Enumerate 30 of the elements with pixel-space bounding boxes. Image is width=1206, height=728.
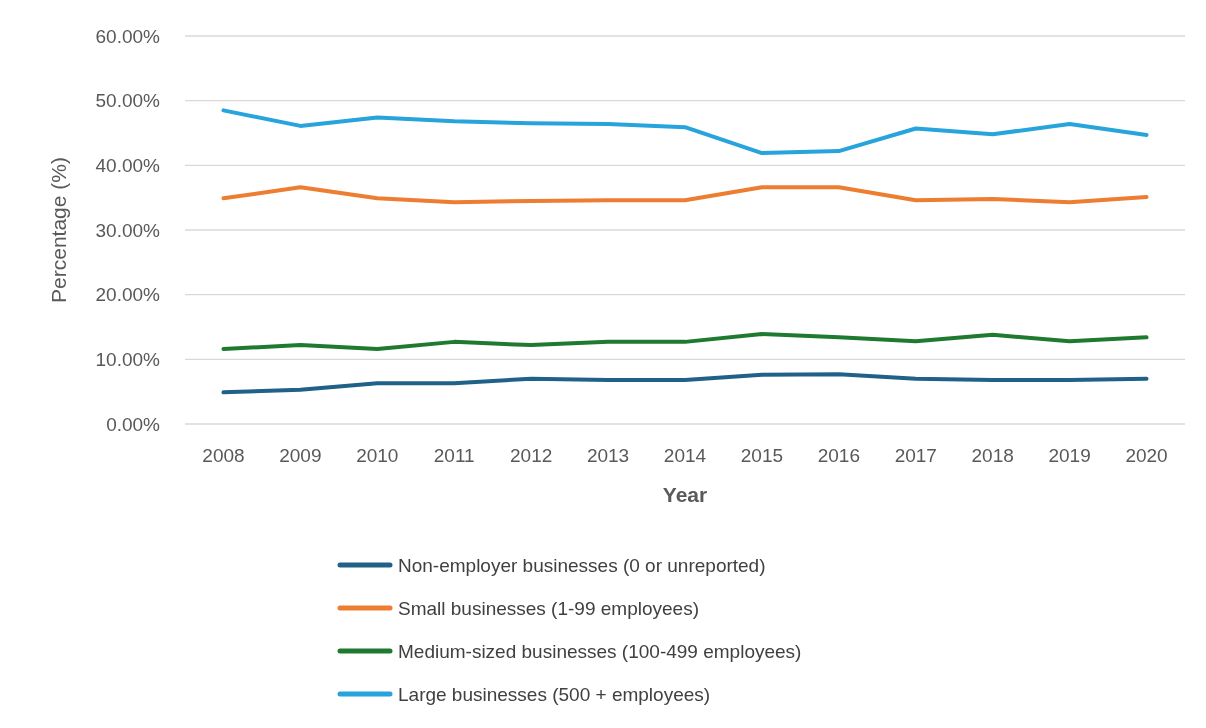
y-tick-label: 0.00% [106, 413, 161, 435]
x-tick-label: 2015 [740, 445, 784, 466]
y-tick-label: 30.00% [95, 219, 161, 241]
line-series [221, 185, 1149, 205]
legend-label: Medium-sized businesses (100-499 employees) [398, 640, 802, 662]
y-tick-label: 60.00% [95, 25, 161, 47]
x-axis-title: Year [662, 483, 708, 506]
legend-label: Non-employer businesses (0 or unreported) [398, 554, 766, 576]
line-series [221, 332, 1149, 351]
y-axis-title: Percentage (%) [47, 157, 70, 303]
x-tick-label: 2014 [663, 445, 707, 466]
y-tick-label: 20.00% [95, 284, 161, 306]
x-tick-label: 2010 [356, 445, 399, 466]
x-tick-label: 2017 [894, 445, 937, 466]
line-series [221, 372, 1149, 395]
x-tick-label: 2011 [433, 445, 475, 466]
y-tick-label: 10.00% [95, 348, 161, 370]
y-tick-label: 40.00% [95, 154, 161, 176]
x-tick-label: 2020 [1125, 445, 1168, 466]
y-tick-label: 50.00% [95, 90, 161, 112]
x-tick-label: 2013 [586, 445, 630, 466]
x-tick-label: 2009 [279, 445, 322, 466]
x-tick-label: 2016 [817, 445, 860, 466]
x-tick-label: 2008 [202, 445, 245, 466]
legend-label: Small businesses (1-99 employees) [398, 597, 699, 619]
legend-label: Large businesses (500 + employees) [398, 683, 711, 705]
x-tick-label: 2012 [510, 445, 553, 466]
line-series [221, 108, 1149, 156]
x-tick-label: 2019 [1048, 445, 1091, 466]
x-tick-label: 2018 [971, 445, 1014, 466]
